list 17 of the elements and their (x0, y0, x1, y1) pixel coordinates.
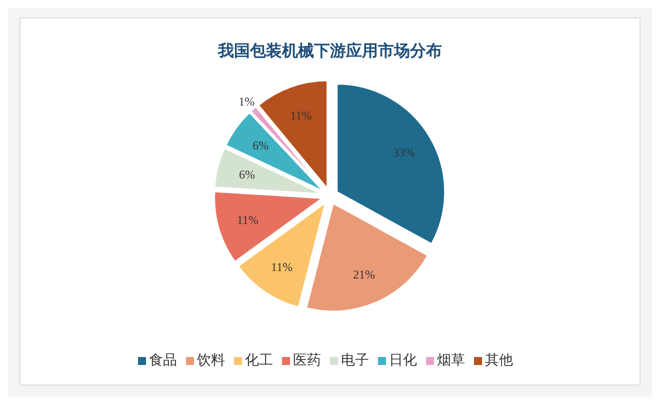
data-label: 6% (252, 138, 269, 153)
legend-label: 化工 (245, 352, 273, 368)
legend-label: 食品 (149, 352, 177, 368)
data-label: 11% (236, 212, 258, 227)
data-label: 11% (271, 260, 293, 274)
data-label: 21% (353, 268, 376, 282)
legend-label: 饮料 (196, 352, 225, 368)
data-label: 33% (392, 145, 415, 160)
chart-title: 我国包装机械下游应用市场分布 (217, 41, 442, 60)
legend-label: 电子 (341, 352, 369, 368)
legend-label: 医药 (293, 352, 321, 368)
legend-label: 其他 (485, 352, 513, 368)
data-label: 11% (290, 108, 312, 122)
data-label: 1% (238, 94, 255, 108)
legend-label: 日化 (389, 352, 417, 368)
data-label: 6% (238, 168, 255, 182)
legend-label: 烟草 (437, 352, 465, 368)
